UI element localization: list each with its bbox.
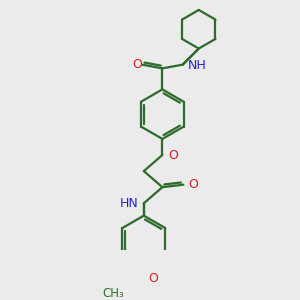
Text: CH₃: CH₃ [102, 287, 124, 300]
Text: O: O [133, 58, 142, 71]
Text: O: O [188, 178, 198, 191]
Text: HN: HN [120, 197, 138, 210]
Text: O: O [148, 272, 158, 285]
Text: NH: NH [188, 59, 207, 72]
Text: O: O [168, 148, 178, 161]
